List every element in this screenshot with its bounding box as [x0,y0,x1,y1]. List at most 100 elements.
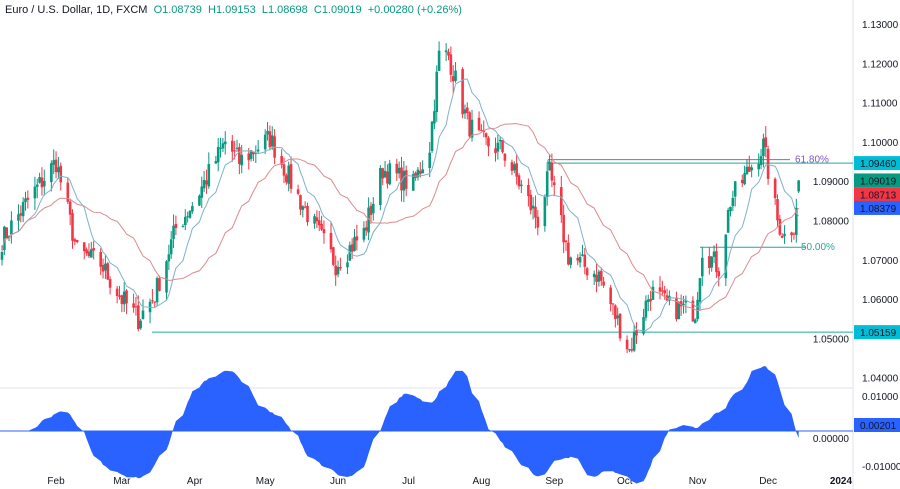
y-tick-label: 1.09000 [813,177,850,188]
candle-body [618,313,622,339]
candle-body [548,161,551,171]
candle-body [595,274,598,282]
candle-body [498,139,502,142]
candle-body [717,271,721,277]
candle-body [795,207,798,235]
candle-body [33,186,37,199]
candle-body [461,69,464,115]
candle-body [599,270,603,281]
x-tick-label: Jun [330,476,346,487]
candle-body [346,262,349,268]
candle-body [783,233,786,237]
candle-body [729,206,732,212]
y-tick-label: 1.06000 [862,295,899,306]
candle-body [583,254,587,267]
candle-body [221,143,225,149]
candle-body [19,213,23,216]
candle-body [701,257,704,277]
symbol-title: Euro / U.S. Dollar, 1D, FXCM [5,4,148,16]
candle-body [263,134,267,150]
candle-body [764,137,768,148]
candle-body [708,256,711,268]
candle-body [437,50,441,71]
candle-body [578,257,582,263]
candle-body [167,254,171,262]
open-value: O1.08739 [153,4,202,16]
candle-body [252,151,255,155]
candle-body [87,251,91,257]
candle-body [369,205,373,215]
candle-body [186,216,189,218]
candle-body [484,133,488,138]
candle-body [151,300,154,302]
candle-body [249,150,253,159]
candle-body [792,233,796,235]
candle-body [597,271,601,282]
low-value: L1.08698 [261,4,308,16]
osc-tick-label: 0.00000 [813,434,850,445]
candle-body [10,220,13,235]
candle-body [85,249,88,254]
candle-body [651,286,655,300]
x-tick-label: Mar [113,476,131,487]
candle-body [451,76,455,82]
candle-body [757,164,760,170]
candle-body [790,232,793,236]
candle-body [214,161,218,164]
candle-body [40,177,44,188]
candle-body [303,206,307,208]
osc-tick-label: 0.01000 [862,392,899,403]
candle-body [750,167,753,171]
candle-body [348,245,352,261]
moving-average-line [1,123,800,311]
price-label-badge [854,187,900,202]
candle-body [231,140,234,152]
candle-body [50,163,53,183]
candle-body [477,117,481,131]
candle-body [134,306,138,308]
candle-body [7,236,11,239]
candle-body [496,142,500,152]
candle-body [172,225,175,239]
x-tick-label: Apr [187,476,203,487]
candle-body [339,266,342,269]
candle-body [315,217,319,222]
candle-body [353,237,356,251]
candle-body [397,167,401,174]
candle-body [238,147,241,164]
candle-body [38,177,41,183]
candle-body [188,210,192,218]
candle-body [282,164,286,176]
level-label: 1.09460 [860,159,897,170]
candle-body [545,171,549,197]
candle-body [609,287,612,305]
candle-body [778,218,782,235]
candle-body [642,317,645,334]
candle-body [682,303,685,305]
candle-body [207,164,211,187]
candle-body [715,251,718,273]
candle-body [585,268,589,276]
osc-tick-label: -0.01000 [862,462,900,473]
candle-body [625,339,629,350]
candle-body [635,330,638,336]
candle-body [198,195,201,206]
candle-body [362,227,366,240]
candle-body [468,112,471,137]
candle-body [712,251,716,257]
candle-body [334,265,337,276]
candle-body [503,153,507,161]
candle-body [202,180,206,189]
candle-body [632,331,636,351]
candle-body [766,148,770,179]
candle-body [254,152,258,154]
candle-body [494,148,497,154]
candle-body [677,302,681,320]
candle-body [773,178,777,199]
candle-body [421,169,424,174]
candle-body [329,232,333,250]
candle-body [332,247,335,265]
candle-body [602,281,605,286]
